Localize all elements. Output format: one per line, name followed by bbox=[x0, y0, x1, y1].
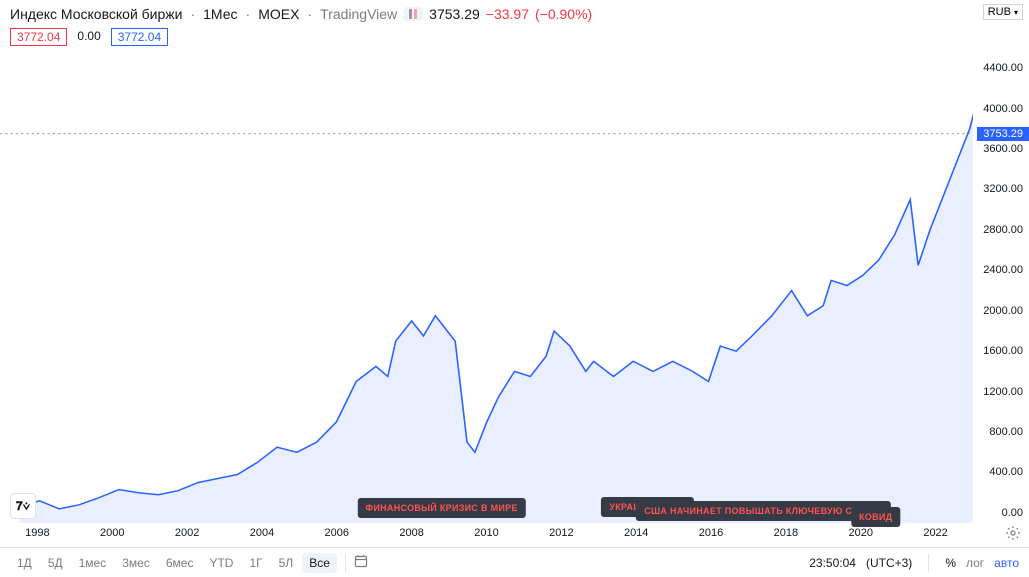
x-tick-label: 2000 bbox=[100, 527, 124, 539]
x-tick-label: 2020 bbox=[848, 527, 872, 539]
y-tick-label: 400.00 bbox=[989, 466, 1023, 478]
chart-header: Индекс Московской биржи · 1Мес · MOEX · … bbox=[0, 0, 1029, 28]
price-chart-svg bbox=[0, 48, 1029, 523]
candle-toggle-icon[interactable] bbox=[403, 7, 423, 21]
x-tick-label: 2022 bbox=[923, 527, 947, 539]
range-button-5д[interactable]: 5Д bbox=[41, 553, 70, 573]
x-tick-label: 2010 bbox=[474, 527, 498, 539]
chart-area[interactable]: ФИНАНСОВЫЙ КРИЗИС В МИРЕ УКРАИНА КРЫМ СШ… bbox=[0, 48, 1029, 523]
range-button-5л[interactable]: 5Л bbox=[272, 553, 301, 573]
y-tick-label: 2000.00 bbox=[983, 305, 1023, 317]
x-tick-label: 2002 bbox=[175, 527, 199, 539]
range-button-3мес[interactable]: 3мес bbox=[115, 553, 157, 573]
x-tick-label: 1998 bbox=[25, 527, 49, 539]
x-tick-label: 2014 bbox=[624, 527, 648, 539]
price-change-pct: (−0.90%) bbox=[535, 6, 592, 22]
currency-value: RUB bbox=[988, 6, 1011, 18]
timezone[interactable]: (UTC+3) bbox=[866, 556, 912, 570]
ohlc-row: 3772.04 0.00 3772.04 bbox=[0, 28, 1029, 50]
y-tick-label: 1200.00 bbox=[983, 386, 1023, 398]
interval-label[interactable]: 1Мес bbox=[203, 6, 237, 22]
y-axis[interactable]: 0.00 400.00 800.00 1200.00 1600.00 2000.00 240… bbox=[973, 48, 1029, 523]
separator: · bbox=[246, 6, 251, 22]
y-tick-label: 3200.00 bbox=[983, 183, 1023, 195]
calendar-icon[interactable] bbox=[354, 554, 368, 571]
y-tick-label: 4000.00 bbox=[983, 103, 1023, 115]
footer-toolbar: 1Д5Д1мес3мес6месYTD1Г5ЛВсе 23:50:04 (UTC… bbox=[0, 547, 1029, 577]
x-tick-label: 2008 bbox=[399, 527, 423, 539]
range-button-1д[interactable]: 1Д bbox=[10, 553, 39, 573]
x-tick-label: 2004 bbox=[250, 527, 274, 539]
y-current-marker: 3753.29 bbox=[977, 127, 1029, 141]
log-toggle[interactable]: лог bbox=[966, 556, 984, 570]
x-axis[interactable]: 1998 2000 2002 2004 2006 2008 2010 2012 2014 2016… bbox=[0, 527, 973, 547]
x-tick-label: 2006 bbox=[325, 527, 349, 539]
date-range-buttons: 1Д5Д1мес3мес6месYTD1Г5ЛВсе bbox=[10, 553, 368, 573]
chevron-down-icon: ▾ bbox=[1014, 8, 1018, 17]
y-tick-label: 2800.00 bbox=[983, 224, 1023, 236]
currency-selector[interactable]: RUB ▾ bbox=[983, 4, 1023, 20]
range-button-ytd[interactable]: YTD bbox=[202, 553, 240, 573]
last-price: 3753.29 bbox=[429, 6, 480, 22]
ohlc-close: 3772.04 bbox=[111, 28, 168, 46]
clock-time: 23:50:04 bbox=[809, 556, 856, 570]
y-tick-label: 800.00 bbox=[989, 426, 1023, 438]
ticker-symbol[interactable]: MOEX bbox=[258, 6, 299, 22]
platform-name: TradingView bbox=[320, 6, 397, 22]
ohlc-mid: 0.00 bbox=[75, 28, 102, 46]
y-tick-label: 2400.00 bbox=[983, 264, 1023, 276]
y-tick-label: 4400.00 bbox=[983, 62, 1023, 74]
percent-toggle[interactable]: % bbox=[945, 556, 956, 570]
auto-toggle[interactable]: авто bbox=[994, 556, 1019, 570]
ohlc-open: 3772.04 bbox=[10, 28, 67, 46]
price-change-abs: −33.97 bbox=[486, 6, 529, 22]
gear-icon[interactable] bbox=[1005, 525, 1021, 541]
y-tick-label: 3600.00 bbox=[983, 143, 1023, 155]
x-tick-label: 2012 bbox=[549, 527, 573, 539]
divider bbox=[345, 554, 346, 572]
range-button-6мес[interactable]: 6мес bbox=[159, 553, 201, 573]
separator: · bbox=[190, 6, 195, 22]
range-button-1г[interactable]: 1Г bbox=[242, 553, 269, 573]
x-tick-label: 2018 bbox=[774, 527, 798, 539]
tradingview-logo-icon[interactable]: 𝟕⩒ bbox=[10, 493, 36, 519]
range-button-все[interactable]: Все bbox=[302, 553, 337, 573]
instrument-title: Индекс Московской биржи bbox=[10, 6, 182, 22]
y-tick-label: 1600.00 bbox=[983, 345, 1023, 357]
y-tick-label: 0.00 bbox=[1002, 507, 1023, 519]
separator: · bbox=[307, 6, 312, 22]
divider bbox=[928, 554, 929, 572]
footer-right: 23:50:04 (UTC+3) % лог авто bbox=[809, 554, 1019, 572]
x-tick-label: 2016 bbox=[699, 527, 723, 539]
range-button-1мес[interactable]: 1мес bbox=[72, 553, 114, 573]
